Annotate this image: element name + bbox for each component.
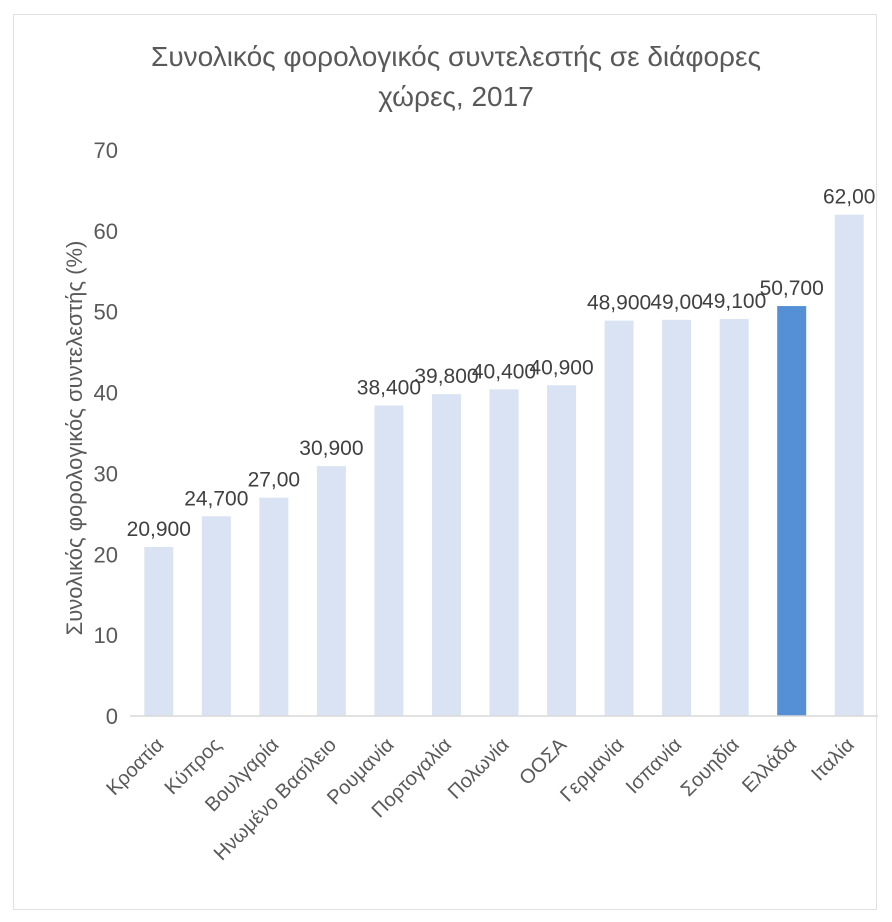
chart-title-line-2: χώρες, 2017 [378,81,534,112]
data-label: 40,400 [472,360,536,383]
y-tick-label: 40 [94,381,118,406]
bar-11 [719,318,749,716]
bar-6 [431,394,461,716]
bar-7 [489,389,519,716]
data-label: 62,00 [823,186,876,209]
y-tick-label: 30 [94,461,118,486]
category-label: Ισπανία [622,734,686,798]
y-tick-label: 0 [106,704,118,729]
category-label: Πολωνία [444,734,514,804]
y-tick-label: 50 [94,300,118,325]
bar-10 [662,319,692,716]
bar-13 [834,214,864,716]
data-label: 48,900 [587,292,651,315]
category-label: Ιταλία [807,734,858,785]
bar-8 [547,385,577,716]
category-label: Σουηδία [677,734,744,801]
bar-2 [201,516,231,716]
category-label: Ελλάδα [738,734,801,797]
data-label: 40,900 [529,356,593,379]
bar-12 [777,306,807,716]
category-label: Κροατία [102,734,168,800]
y-axis-label: Συνολικός φορολογικός συντελεστής (%) [62,241,87,636]
bars [144,214,864,716]
category-label: ΟΟΣΑ [515,734,571,790]
data-label: 30,900 [299,437,363,460]
data-label: 27,00 [248,469,301,492]
data-label: 49,100 [702,290,766,313]
data-label: 39,800 [414,365,478,388]
bar-3 [259,497,289,716]
y-tick-label: 20 [94,542,118,567]
y-tick-label: 60 [94,219,118,244]
bar-5 [374,405,404,716]
y-tick-label: 10 [94,623,118,648]
data-label: 49,00 [650,291,703,314]
bar-1 [144,547,174,716]
data-label: 38,400 [357,377,421,400]
y-ticks: 0 10 20 30 40 50 60 70 [94,138,118,729]
bar-9 [604,320,634,716]
data-label: 24,700 [184,487,248,510]
data-label: 20,900 [127,518,191,541]
y-tick-label: 70 [94,138,118,163]
chart-title-line-1: Συνολικός φορολογικός συντελεστής σε διά… [151,41,761,72]
data-label: 50,700 [760,277,824,300]
bar-4 [316,466,346,716]
category-label: Γερμανία [556,734,628,806]
